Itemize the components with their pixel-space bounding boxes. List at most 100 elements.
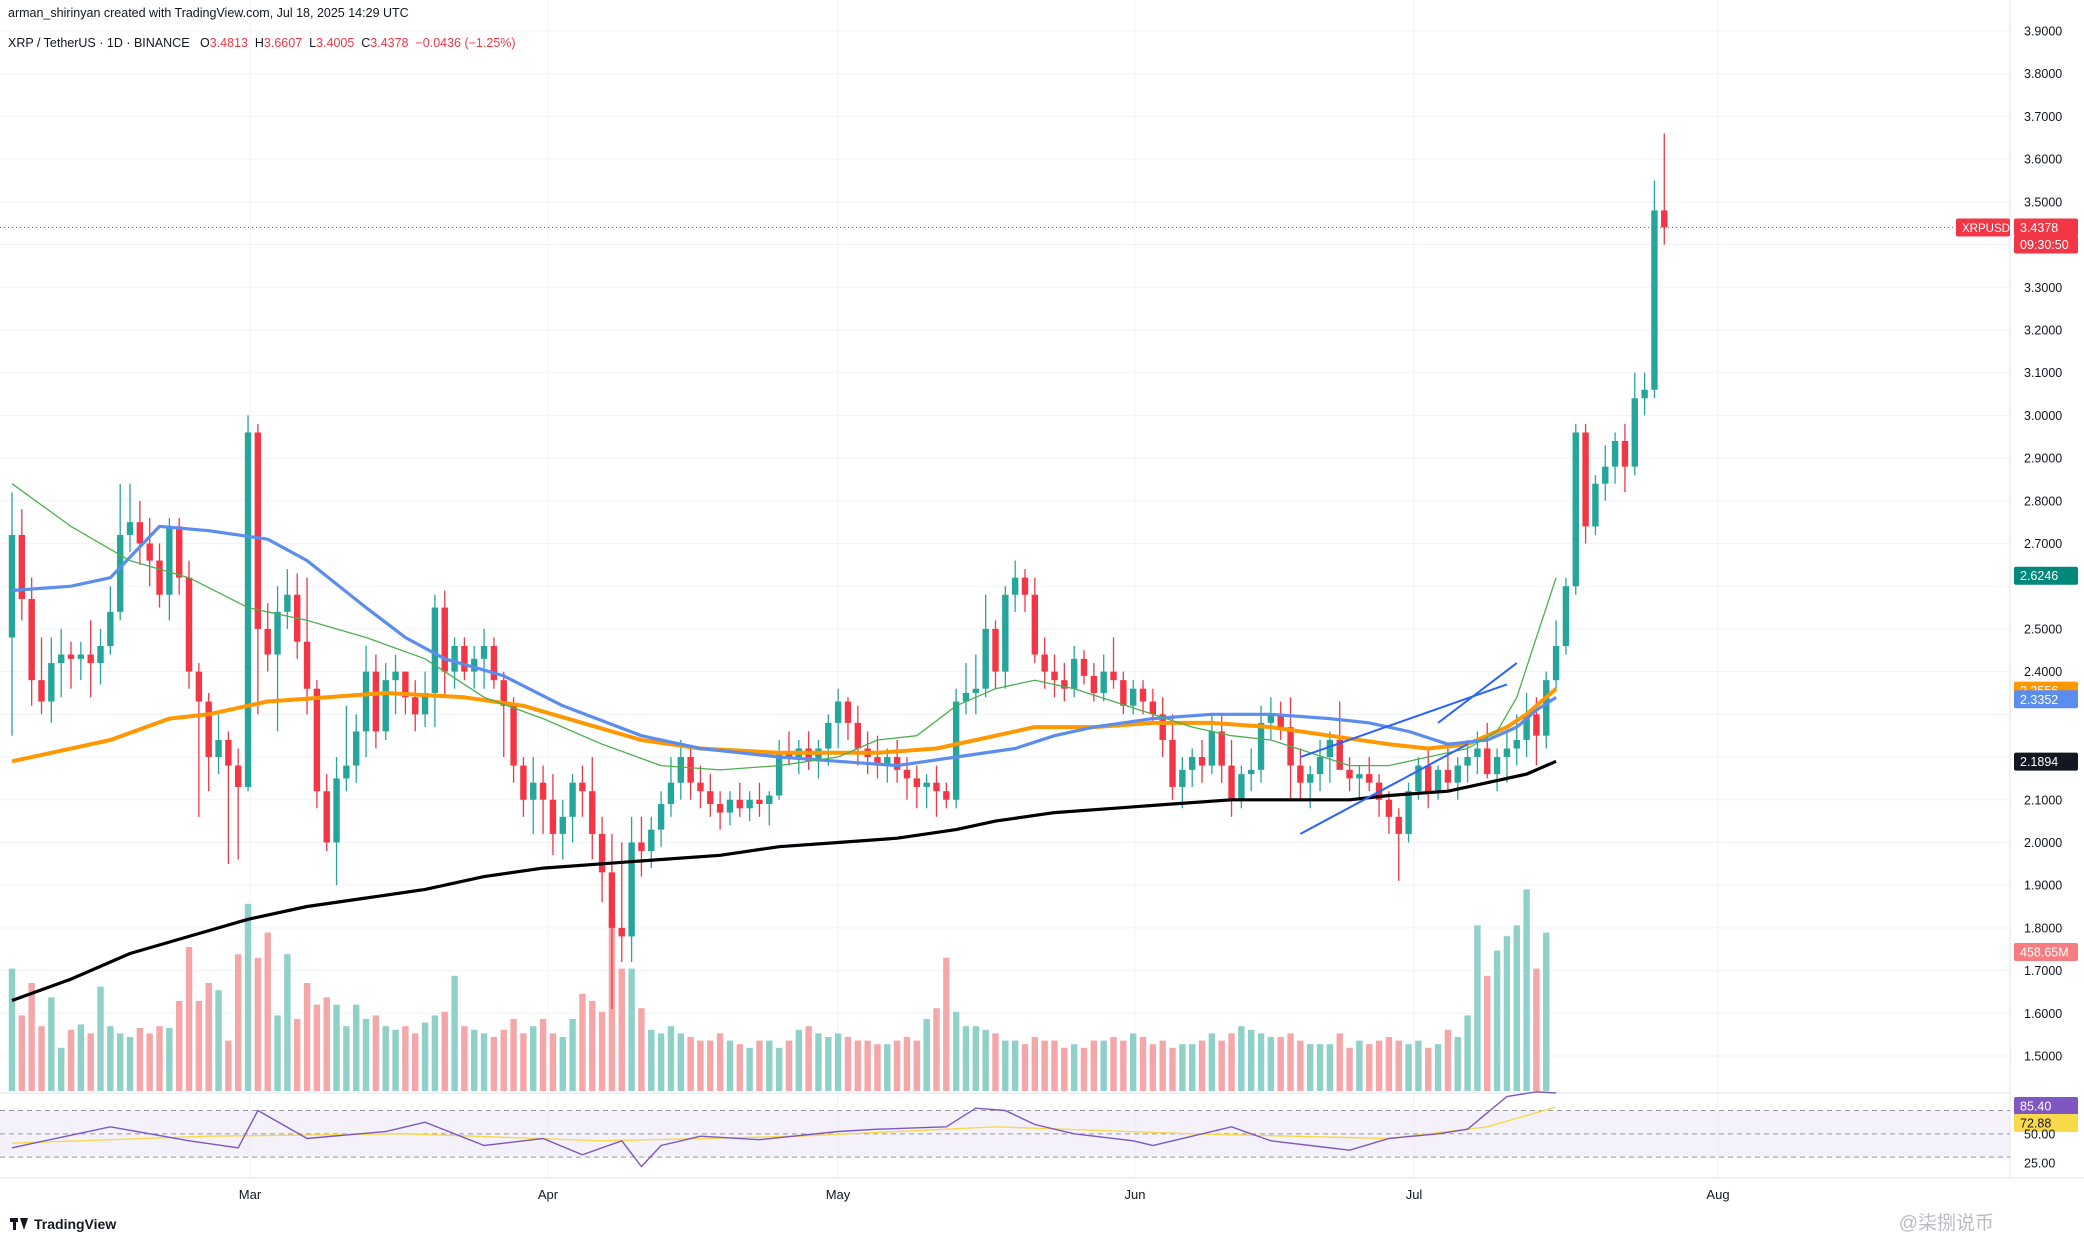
- last-price-tag: 3.4378: [2020, 221, 2058, 235]
- volume-bar: [1238, 1026, 1245, 1091]
- candle-body: [825, 722, 832, 749]
- candle-body: [972, 688, 980, 693]
- volume-bar: [589, 1001, 596, 1091]
- candle-body: [1159, 714, 1166, 740]
- volume-bar: [480, 1033, 488, 1091]
- symbol-tag: XRPUSDT: [1962, 223, 2017, 235]
- candle-body: [264, 628, 271, 655]
- rsi-value-tag-bg: [2014, 1097, 2078, 1115]
- candle-body: [1070, 658, 1078, 689]
- candle-body: [1582, 432, 1589, 527]
- candle-body: [1523, 714, 1530, 740]
- ma-value-tag: 2.6246: [2020, 569, 2058, 583]
- candle-body: [982, 628, 989, 689]
- volume-bar: [362, 1019, 370, 1091]
- candle-body: [136, 522, 144, 544]
- candle-body: [1346, 769, 1353, 779]
- candle-body: [1572, 432, 1579, 587]
- candle-body: [756, 799, 763, 805]
- candle-body: [500, 680, 507, 706]
- price-axis[interactable]: 3.9000 3.8000 3.7000 3.6000 3.5000 3.3000 3.20…: [1956, 25, 2078, 1171]
- candle-body: [736, 799, 743, 809]
- candle-body: [805, 748, 812, 762]
- volume-bar: [185, 947, 193, 1091]
- candle-body: [126, 522, 134, 535]
- candle-body: [1513, 739, 1520, 749]
- price-tick-label: 1.6000: [2024, 1007, 2062, 1021]
- candle-body: [903, 769, 911, 779]
- volume-bar: [490, 1037, 498, 1091]
- candle-body: [185, 577, 193, 672]
- volume-bar: [1503, 936, 1511, 1091]
- chart-credit: arman_shirinyan created with TradingView…: [8, 6, 409, 20]
- rsi-pane: [0, 1091, 2010, 1168]
- time-axis[interactable]: Mar Apr May Jun Jul Aug: [239, 1187, 1730, 1202]
- candle-body: [785, 752, 793, 758]
- time-tick-label: Aug: [1706, 1187, 1729, 1202]
- candle-body: [1454, 765, 1461, 783]
- volume-bar: [775, 1047, 783, 1091]
- volume-bar: [235, 954, 242, 1091]
- candle-body: [1179, 769, 1186, 787]
- tradingview-logo[interactable]: TradingView: [10, 1216, 116, 1232]
- volume-bar: [628, 968, 635, 1091]
- volume-bar: [126, 1037, 134, 1091]
- volume-bar: [382, 1026, 389, 1091]
- rsi-level-label: 50.00: [2024, 1127, 2055, 1141]
- high-label: H: [254, 36, 264, 50]
- volume-bar: [992, 1033, 999, 1091]
- volume-bar: [1011, 1040, 1019, 1091]
- volume-bar: [520, 1033, 527, 1091]
- price-tick-label: 2.9000: [2024, 452, 2062, 466]
- candle-body: [1543, 680, 1550, 736]
- volume-bar: [923, 1019, 930, 1091]
- volume-bar: [471, 1029, 478, 1091]
- price-tick-label: 3.6000: [2024, 153, 2062, 167]
- price-tick-label: 3.3000: [2024, 281, 2062, 295]
- candle-body: [549, 799, 557, 834]
- candle-body: [1611, 441, 1619, 467]
- price-tick-label: 2.0000: [2024, 836, 2062, 850]
- volume-bar: [1434, 1044, 1442, 1091]
- volume-bar: [1415, 1040, 1422, 1091]
- volume-bar: [1425, 1047, 1432, 1091]
- price-tick-label: 3.2000: [2024, 323, 2062, 337]
- volume-bar: [343, 1026, 350, 1091]
- candle-body: [1592, 483, 1599, 527]
- candle-body: [893, 757, 901, 770]
- volume-bar: [195, 1001, 203, 1091]
- price-tick-label: 2.4000: [2024, 665, 2062, 679]
- tradingview-logo-text: TradingView: [34, 1216, 117, 1232]
- ma-value-tag-bg: [2014, 752, 2078, 771]
- volume-bar: [1444, 1029, 1452, 1091]
- candle-body: [412, 697, 419, 715]
- volume-bars: [8, 889, 1550, 1091]
- candle-body: [372, 671, 380, 732]
- candle-body: [461, 646, 468, 672]
- candle-body: [1356, 774, 1363, 779]
- volume-bar: [972, 1026, 980, 1091]
- candle-body: [480, 646, 488, 659]
- volume-bar: [500, 1029, 507, 1091]
- candle-body: [775, 752, 783, 796]
- volume-bar: [264, 932, 271, 1091]
- high-value: 3.6607: [263, 36, 303, 50]
- price-tick-label: 1.7000: [2024, 964, 2062, 978]
- candle-body: [1110, 671, 1117, 681]
- volume-bar: [1493, 950, 1501, 1091]
- symbol-tag-bg: [1956, 218, 2010, 237]
- price-tick-label: 3.1000: [2024, 366, 2062, 380]
- close-label: C: [361, 36, 371, 50]
- volume-bar: [353, 1004, 360, 1091]
- candle-body: [1218, 731, 1225, 766]
- symbol-label[interactable]: XRP / TetherUS · 1D · BINANCE: [8, 36, 190, 50]
- candle-body: [913, 778, 921, 787]
- candle-body: [1041, 654, 1048, 672]
- price-tick-label: 3.5000: [2024, 195, 2062, 209]
- candle-body: [933, 782, 940, 792]
- volume-bar: [1061, 1047, 1068, 1091]
- volume-bar: [1129, 1033, 1137, 1091]
- volume-bar: [559, 1037, 566, 1091]
- volume-bar: [1533, 968, 1540, 1091]
